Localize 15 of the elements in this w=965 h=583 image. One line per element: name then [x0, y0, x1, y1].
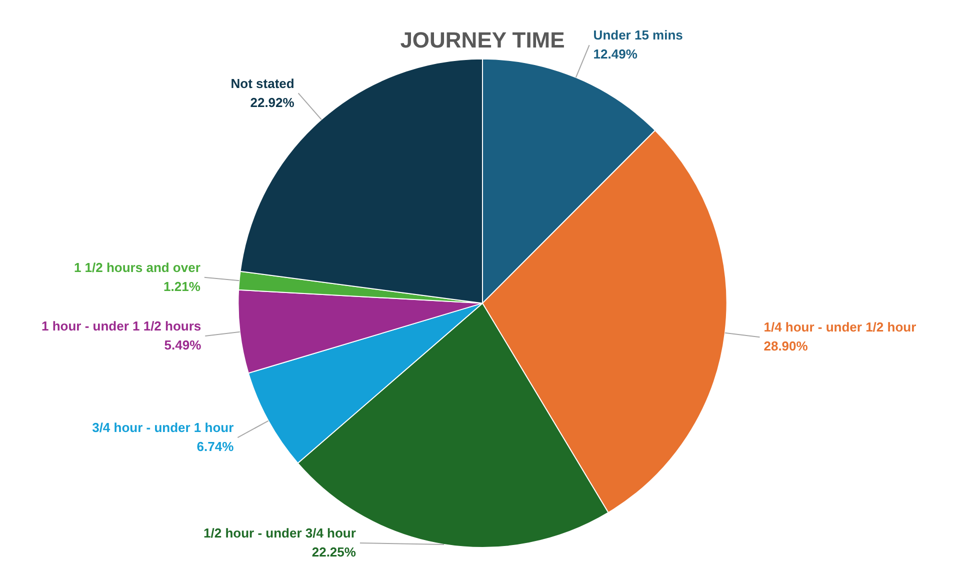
slice-label: 3/4 hour - under 1 hour	[92, 420, 234, 436]
data-label: 22.92%	[250, 94, 295, 110]
data-label: 5.49%	[164, 338, 202, 353]
data-label: 28.90%	[764, 338, 808, 354]
data-label: 1.21%	[164, 278, 201, 294]
data-label: 6.74%	[196, 439, 234, 454]
slice-label: 1/2 hour - under 3/4 hour	[204, 526, 356, 541]
data-label: 22.25%	[312, 544, 356, 560]
slice-label: 1 hour - under 1 1/2 hours	[41, 318, 202, 334]
data-label: 12.49%	[593, 46, 638, 62]
slice-label: Not stated	[230, 76, 294, 91]
slice-label: 1 1/2 hours and over	[74, 260, 200, 275]
slice-label: 1/4 hour - under 1/2 hour	[764, 320, 916, 335]
slice-label: Under 15 mins	[593, 28, 683, 43]
chart-title: JOURNEY TIME	[400, 27, 565, 52]
